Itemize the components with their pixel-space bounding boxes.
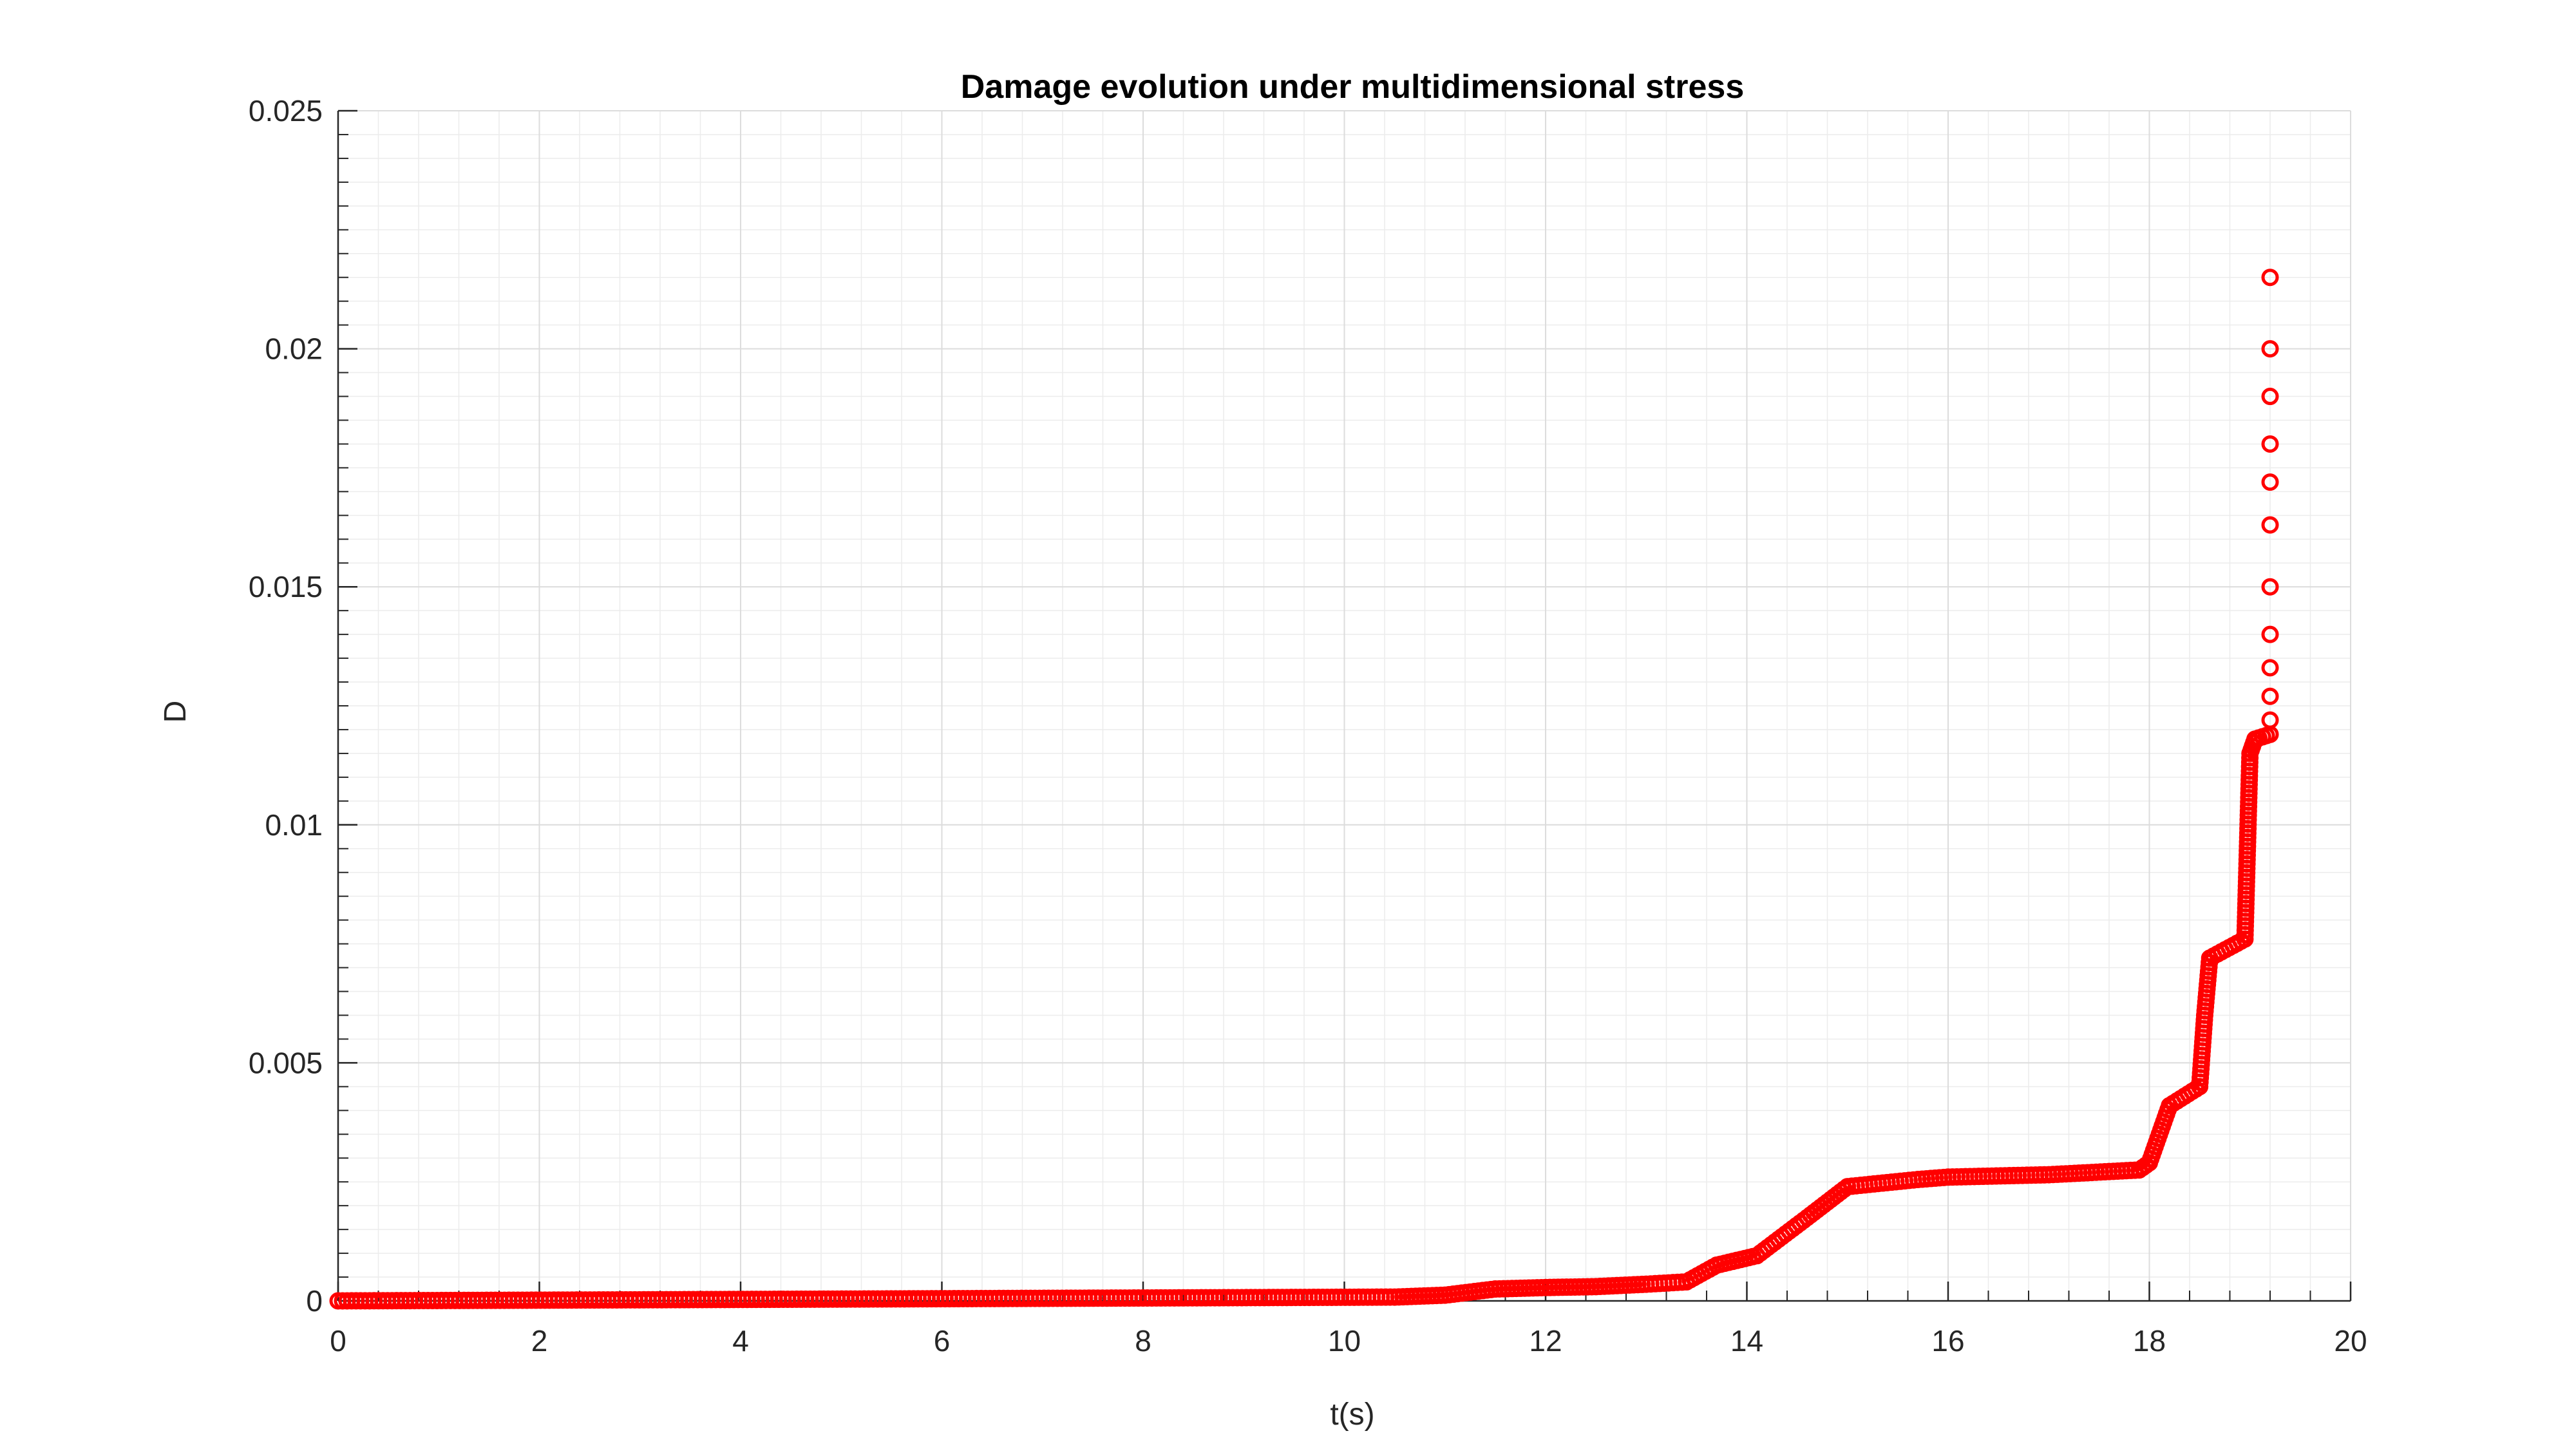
- y-tick-label: 0.025: [249, 94, 323, 128]
- x-tick-label: 20: [2334, 1324, 2367, 1358]
- y-tick-label: 0.015: [249, 570, 323, 603]
- outlier-point: [2261, 473, 2279, 491]
- x-tick-label: 8: [1135, 1324, 1151, 1358]
- data-points: [329, 269, 2279, 1310]
- x-tick-label: 16: [1931, 1324, 1964, 1358]
- y-tick-label: 0.005: [249, 1046, 323, 1079]
- x-tick-label: 0: [330, 1324, 346, 1358]
- major-gridlines: [337, 110, 2351, 1302]
- outlier-point: [2261, 516, 2279, 534]
- y-tick-label: 0: [306, 1284, 323, 1318]
- x-tick-label: 10: [1328, 1324, 1361, 1358]
- outlier-point: [2261, 711, 2279, 729]
- y-tick-label: 0.01: [265, 808, 323, 842]
- outlier-point: [2261, 625, 2279, 643]
- outlier-point: [2261, 659, 2279, 677]
- x-tick-label: 6: [934, 1324, 951, 1358]
- tick-labels: 0 2 4 6 8 10 12 14 16 18 20 0 0.005 0.01 0.015 0.02 0.02…: [249, 94, 2367, 1358]
- outlier-point: [2261, 340, 2279, 358]
- x-tick-label: 2: [531, 1324, 548, 1358]
- outlier-point: [2261, 269, 2279, 287]
- outlier-point: [2261, 435, 2279, 453]
- chart-title: Damage evolution under multidimensional …: [961, 68, 1745, 106]
- x-tick-label: 18: [2133, 1324, 2166, 1358]
- outlier-point: [2261, 578, 2279, 596]
- x-axis-label: t(s): [1330, 1397, 1374, 1432]
- y-tick-label: 0.02: [265, 332, 323, 366]
- outlier-point: [2261, 687, 2279, 705]
- x-tick-label: 4: [732, 1324, 749, 1358]
- y-axis-label: D: [158, 701, 193, 723]
- x-tick-label: 14: [1730, 1324, 1763, 1358]
- outlier-point: [2261, 388, 2279, 406]
- x-tick-label: 12: [1529, 1324, 1562, 1358]
